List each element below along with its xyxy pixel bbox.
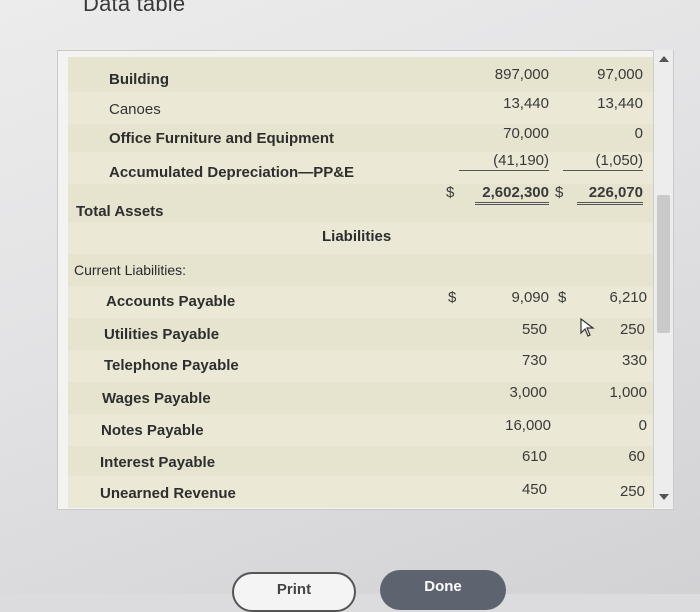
table-row: Building 897,000 97,000 bbox=[68, 62, 653, 94]
row-label: Accumulated Depreciation—PP&E bbox=[109, 164, 355, 181]
dollar-sign: $ bbox=[558, 289, 567, 306]
row-label: Accounts Payable bbox=[106, 293, 236, 310]
table-row: Notes Payable 16,000 0 bbox=[68, 414, 653, 446]
cell-value: 70,000 bbox=[503, 125, 549, 142]
table-row: Wages Payable 3,000 1,000 bbox=[68, 382, 653, 414]
liabilities-heading-row: Liabilities bbox=[68, 222, 653, 254]
cell-value: 330 bbox=[621, 352, 647, 369]
table-row: Accounts Payable $ 9,090 $ 6,210 bbox=[68, 286, 653, 318]
row-label: Unearned Revenue bbox=[100, 485, 236, 502]
cell-value: 13,440 bbox=[597, 95, 643, 112]
dollar-sign: $ bbox=[555, 184, 564, 201]
scroll-down-arrow-icon[interactable] bbox=[659, 494, 669, 500]
cell-value: 250 bbox=[619, 483, 645, 500]
cell-value: 1,000 bbox=[609, 384, 647, 401]
dollar-sign: $ bbox=[446, 184, 455, 201]
table-row: Interest Payable 610 60 bbox=[68, 446, 653, 478]
row-label: Notes Payable bbox=[101, 422, 204, 439]
cell-value: 250 bbox=[619, 321, 645, 338]
mouse-pointer-icon bbox=[580, 318, 595, 337]
scrollbar-thumb[interactable] bbox=[657, 195, 670, 333]
dialog-title: Data table bbox=[83, 0, 186, 16]
current-liabilities-row: Current Liabilities: bbox=[68, 256, 653, 288]
cell-value: 730 bbox=[521, 352, 547, 369]
row-label: Utilities Payable bbox=[104, 326, 220, 343]
vertical-scrollbar[interactable] bbox=[653, 50, 673, 508]
row-label: Interest Payable bbox=[100, 454, 216, 471]
liabilities-heading: Liabilities bbox=[322, 228, 392, 245]
cell-value: 550 bbox=[521, 321, 547, 338]
table-row: Utilities Payable 550 250 bbox=[68, 318, 653, 350]
row-label: Office Furniture and Equipment bbox=[109, 130, 335, 147]
total-assets-label: Total Assets bbox=[76, 203, 164, 220]
current-liabilities-label: Current Liabilities: bbox=[74, 262, 187, 278]
row-label: Wages Payable bbox=[102, 390, 211, 407]
cell-value: 2,602,300 bbox=[475, 184, 549, 205]
print-button[interactable]: Print bbox=[232, 572, 356, 612]
cell-value: 897,000 bbox=[494, 66, 549, 83]
dollar-sign: $ bbox=[448, 289, 457, 306]
cell-value: 60 bbox=[628, 448, 645, 465]
cell-value: 13,440 bbox=[503, 95, 549, 112]
done-button[interactable]: Done bbox=[380, 570, 506, 610]
table-row: Telephone Payable 730 330 bbox=[68, 350, 653, 382]
row-label: Telephone Payable bbox=[104, 357, 239, 374]
cell-value: 16,000 bbox=[505, 417, 551, 434]
cell-value: 610 bbox=[521, 448, 547, 465]
table-row: Office Furniture and Equipment 70,000 0 bbox=[68, 122, 653, 154]
cell-value: 0 bbox=[638, 417, 647, 434]
cell-value: 6,210 bbox=[609, 289, 647, 306]
cell-value: 226,070 bbox=[577, 184, 643, 205]
cell-value: 3,000 bbox=[509, 384, 547, 401]
cell-value: 450 bbox=[521, 481, 547, 498]
cell-value: (1,050) bbox=[563, 152, 643, 171]
table-row: Unearned Revenue 450 250 bbox=[68, 476, 653, 508]
cell-value: 0 bbox=[634, 125, 643, 142]
table-row: Canoes 13,440 13,440 bbox=[68, 92, 653, 124]
total-assets-row: Total Assets $ 2,602,300 $ 226,070 bbox=[68, 182, 653, 220]
row-label: Building bbox=[109, 71, 169, 88]
cell-value: (41,190) bbox=[459, 152, 549, 171]
cell-value: 9,090 bbox=[511, 289, 549, 306]
scroll-up-arrow-icon[interactable] bbox=[659, 56, 669, 62]
table-row: Accumulated Depreciation—PP&E (41,190) (… bbox=[68, 152, 653, 184]
cell-value: 97,000 bbox=[597, 66, 643, 83]
row-label: Canoes bbox=[109, 101, 161, 118]
